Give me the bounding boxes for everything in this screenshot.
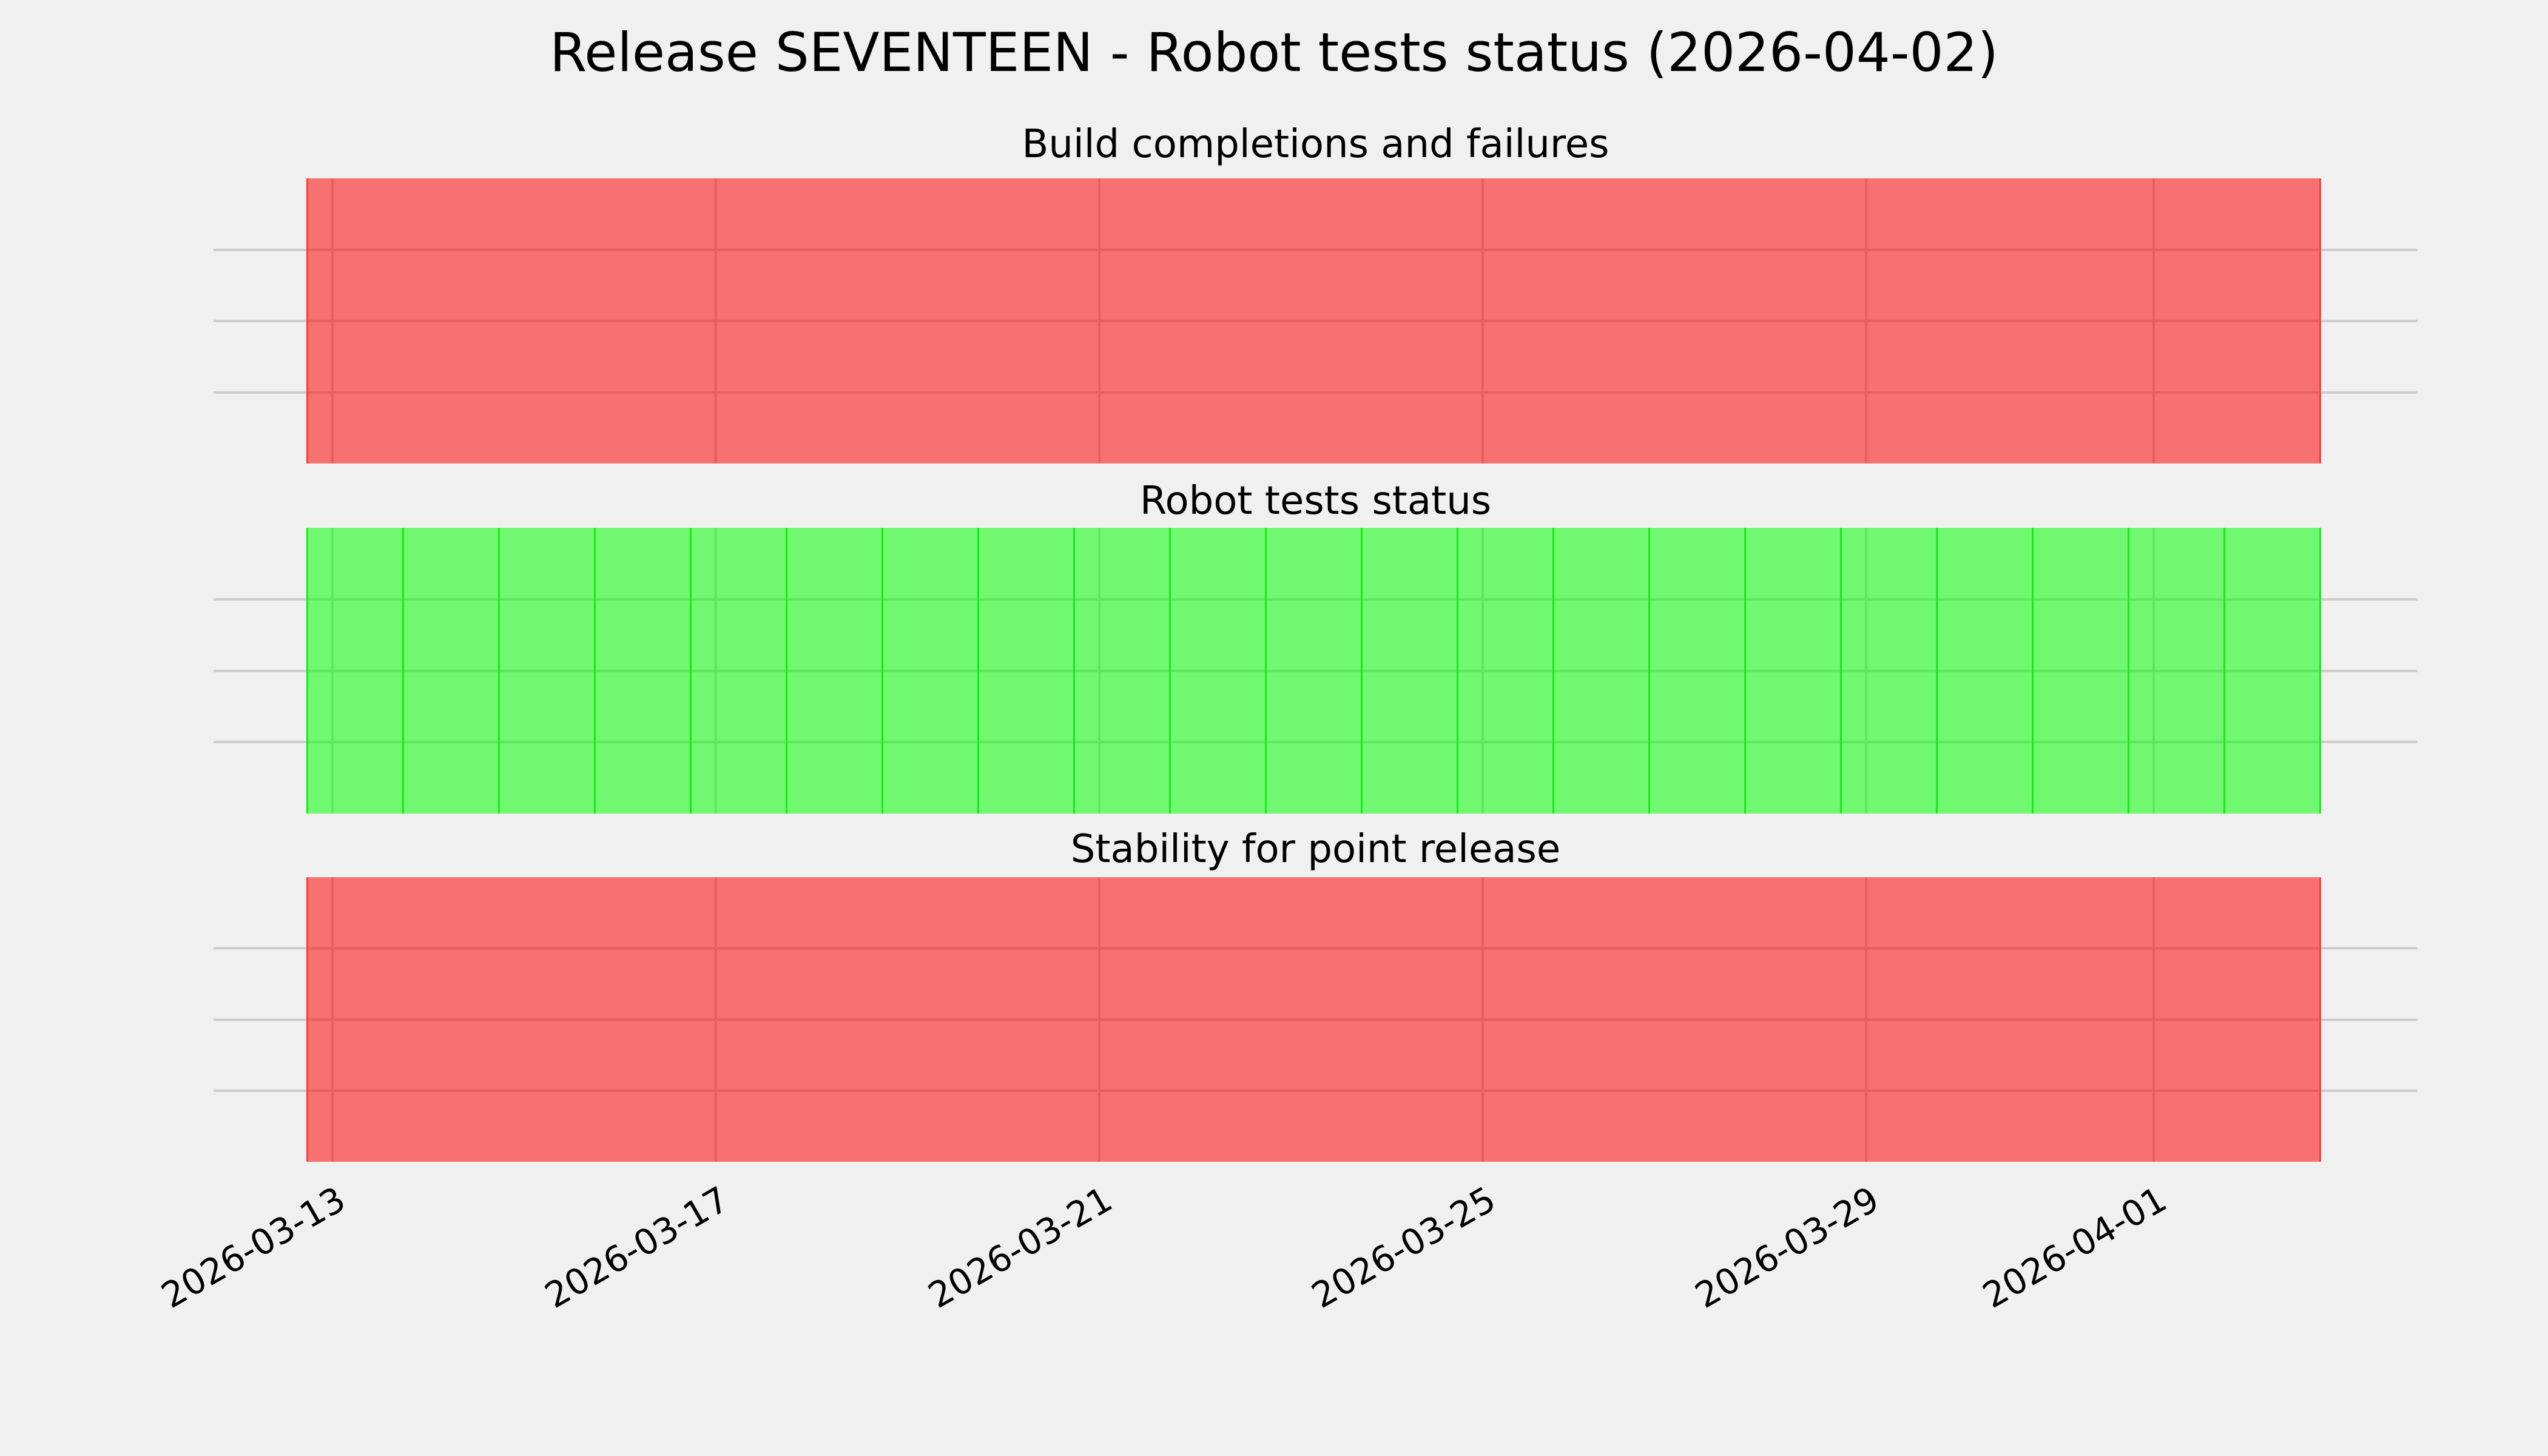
- figure-title: Release SEVENTEEN - Robot tests status (…: [550, 21, 1998, 84]
- day-seam-line: [785, 528, 787, 814]
- x-tick-label: 2026-03-25: [1304, 1178, 1503, 1316]
- status-band-passing: [306, 528, 2321, 814]
- day-seam-line: [2031, 528, 2034, 814]
- panel-1-plot-area: [214, 178, 2418, 463]
- day-seam-line: [1935, 528, 1938, 814]
- panel-3-title: Stability for point release: [1070, 827, 1561, 872]
- x-tick-label: 2026-03-17: [538, 1178, 736, 1316]
- band-edge-line: [2319, 528, 2321, 814]
- band-edge-line: [306, 528, 308, 814]
- band-edge-line: [306, 178, 308, 463]
- day-seam-line: [497, 528, 500, 814]
- panel-3-plot-area: [214, 877, 2418, 1162]
- day-seam-line: [1552, 528, 1554, 814]
- day-seam-line: [593, 528, 596, 814]
- day-seam-line: [402, 528, 404, 814]
- day-seam-line: [1744, 528, 1746, 814]
- day-seam-line: [2223, 528, 2225, 814]
- band-edge-line: [2319, 178, 2321, 463]
- status-band-failing: [306, 877, 2321, 1162]
- day-seam-line: [1456, 528, 1458, 814]
- day-seam-line: [881, 528, 883, 814]
- day-seam-line: [977, 528, 979, 814]
- day-seam-line: [1360, 528, 1363, 814]
- day-seam-line: [2127, 528, 2129, 814]
- panel-2-plot-area: [214, 528, 2418, 814]
- panel-1-title: Build completions and failures: [1022, 122, 1609, 167]
- panel-2-title: Robot tests status: [1139, 479, 1492, 524]
- day-seam-line: [1168, 528, 1171, 814]
- day-seam-line: [689, 528, 692, 814]
- x-tick-label: 2026-03-29: [1688, 1178, 1886, 1316]
- x-tick-label: 2026-03-21: [921, 1178, 1119, 1316]
- status-band-failing: [306, 178, 2321, 463]
- day-seam-line: [1648, 528, 1650, 814]
- x-tick-label: 2026-04-01: [1975, 1178, 2174, 1316]
- band-edge-line: [306, 877, 308, 1162]
- day-seam-line: [1839, 528, 1842, 814]
- day-seam-line: [1264, 528, 1267, 814]
- day-seam-line: [1073, 528, 1075, 814]
- band-edge-line: [2319, 877, 2321, 1162]
- x-tick-label: 2026-03-13: [154, 1178, 352, 1316]
